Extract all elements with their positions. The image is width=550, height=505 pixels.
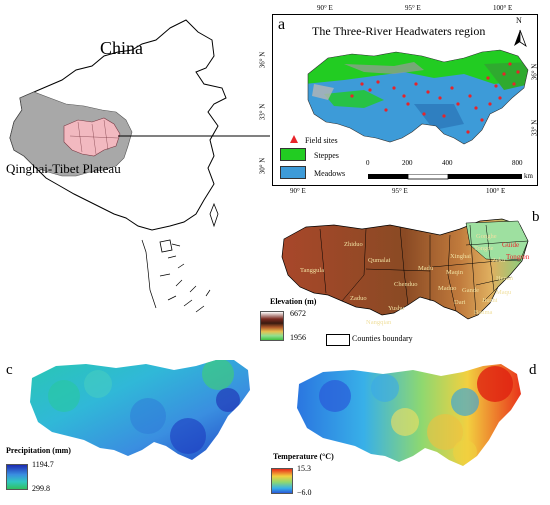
triangle-icon <box>290 135 298 144</box>
county-dari: Dari <box>454 299 466 306</box>
scale-label-0: 0 <box>366 159 370 167</box>
elevation-legend-max: 6672 <box>290 309 306 318</box>
panel-d: d Temperature (°C) 15.3 −6. <box>271 350 550 505</box>
temperature-legend-title: Temperature (°C) <box>273 452 334 461</box>
bottom-tick-3: 100° E <box>486 187 506 195</box>
county-gande: Gande <box>462 287 479 294</box>
county-banma: Banma <box>474 309 493 316</box>
county-maduo: Maduo <box>438 285 457 292</box>
county-tongren: Tongren <box>506 253 530 261</box>
county-boundaries <box>319 224 529 316</box>
left-tick-1: 36° N <box>258 51 267 69</box>
legend-field-sites: Field sites <box>290 130 338 148</box>
scale-unit: km <box>524 172 533 180</box>
county-zhiduo: Zhiduo <box>344 241 363 248</box>
top-tick-1: 90° E <box>317 4 333 12</box>
county-nangqian: Nangqian <box>366 319 392 326</box>
county-tongde: Tongde <box>474 245 494 252</box>
panel-a-frame <box>272 14 538 186</box>
panel-c-letter: c <box>6 362 13 378</box>
top-tick-3: 100° E <box>493 4 513 12</box>
county-madu: Madu <box>418 265 434 272</box>
left-tick-2: 33° N <box>258 103 267 121</box>
panel-c: c Precipitation (mm) 1194.7 299.8 <box>0 350 275 505</box>
county-tanggula: Tanggula <box>300 267 325 274</box>
legend-steppes: Steppes <box>280 145 339 163</box>
county-zaduo: Zaduo <box>350 295 367 302</box>
field-site-markers <box>350 62 520 134</box>
temperature-map <box>297 364 521 466</box>
steppes-swatch <box>280 147 306 161</box>
scale-label-400: 400 <box>442 159 453 167</box>
county-yushu: Yushu <box>388 305 405 312</box>
panel-a: 90° E 95° E 100° E 90° E 95° E 100° E 36… <box>258 0 550 200</box>
county-chenduo: Chenduo <box>394 281 418 288</box>
legend-meadows: Meadows <box>280 163 345 181</box>
county-gonghe: Gonghe <box>476 233 497 240</box>
taiwan-island <box>209 202 219 228</box>
legend-meadows-label: Meadows <box>314 169 346 178</box>
meadows-swatch <box>280 165 306 179</box>
county-zeku: Zeku <box>492 257 506 264</box>
county-guide: Guide <box>502 241 520 249</box>
vegetation-map <box>307 49 529 145</box>
scale-label-200: 200 <box>402 159 413 167</box>
china-outline-map <box>9 19 270 313</box>
precipitation-map <box>30 360 250 460</box>
panel-a-title: The Three-River Headwaters region <box>312 24 486 38</box>
precipitation-legend-max: 1194.7 <box>32 460 54 469</box>
county-xinghai: Xinghai <box>450 253 471 260</box>
county-maqu: Maqu <box>496 289 512 296</box>
bottom-tick-1: 90° E <box>290 187 306 195</box>
temperature-legend-min: −6.0 <box>297 488 312 497</box>
county-boundary-swatch <box>326 334 350 346</box>
south-china-sea-islands <box>141 239 211 313</box>
legend-steppes-label: Steppes <box>314 151 339 160</box>
elevation-map <box>281 218 529 320</box>
left-tick-3: 30° N <box>258 157 267 175</box>
county-qumalai: Qumalai <box>368 257 391 264</box>
panel-b-letter: b <box>532 209 540 225</box>
elevation-legend-min: 1956 <box>290 333 306 342</box>
panel-b: b Zhiduo Tanggula Qumalai Zaduo Yushu Na… <box>260 205 550 355</box>
county-jiuzhi: Jiuzhi <box>482 297 498 304</box>
precipitation-legend-min: 299.8 <box>32 484 50 493</box>
panel-d-letter: d <box>529 362 537 378</box>
north-arrow-icon <box>510 20 530 48</box>
legend-field-sites-label: Field sites <box>305 136 338 145</box>
county-henan: Henan <box>496 275 513 282</box>
elevation-region <box>281 218 529 320</box>
elevation-legend-title: Elevation (m) <box>270 297 317 306</box>
north-label: N <box>516 16 522 25</box>
plateau-label: Qinghai-Tibet Plateau <box>6 161 121 176</box>
precipitation-colorbar <box>6 464 28 490</box>
hainan-island <box>159 239 173 253</box>
bottom-tick-2: 95° E <box>392 187 408 195</box>
county-boundary-label: Counties boundary <box>352 334 413 343</box>
overview-map: China Qinghai-Tibet Plateau <box>0 0 270 330</box>
china-label: China <box>100 38 143 58</box>
top-tick-2: 95° E <box>405 4 421 12</box>
scale-label-800: 800 <box>512 159 523 167</box>
temperature-colorbar <box>271 468 293 494</box>
elevation-colorbar <box>260 311 284 341</box>
precipitation-legend-title: Precipitation (mm) <box>6 446 71 455</box>
scale-bar <box>368 168 528 182</box>
temperature-legend-max: 15.3 <box>297 464 311 473</box>
county-maqin: Maqin <box>446 269 463 276</box>
panel-a-letter: a <box>278 16 286 33</box>
